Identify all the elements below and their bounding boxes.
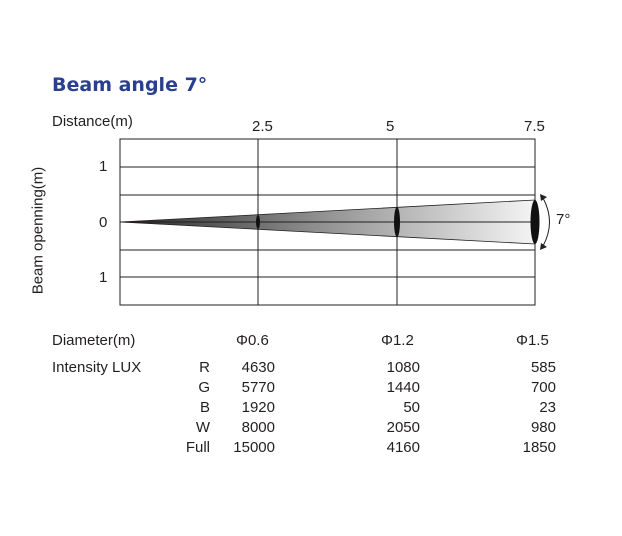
intensity-value: 980 (530, 419, 556, 436)
diameter-1: Φ0.6 (236, 332, 269, 349)
angle-arrow-bottom (540, 243, 547, 250)
distance-tick-3: 7.5 (524, 118, 545, 135)
intensity-value: 4160 (386, 439, 420, 456)
beam-tick-center: 0 (99, 214, 108, 231)
beam-section-2 (394, 207, 400, 237)
channel-label: R (199, 359, 210, 376)
channel-label: W (195, 419, 210, 436)
intensity-value: 1920 (241, 399, 275, 416)
distance-tick-2: 5 (386, 118, 395, 135)
channel-label: Full (185, 439, 210, 456)
intensity-value: 1080 (386, 359, 420, 376)
page-title: Beam angle 7° (52, 74, 208, 96)
intensity-value: 700 (530, 379, 556, 396)
distance-label: Distance(m) (52, 113, 133, 130)
diameter-label: Diameter(m) (52, 332, 136, 349)
diameter-2: Φ1.2 (381, 332, 414, 349)
intensity-value: 1440 (386, 379, 420, 396)
beam-section-3 (530, 200, 540, 244)
intensity-value: 23 (539, 399, 556, 416)
angle-arc (542, 197, 550, 247)
channel-label: B (199, 399, 210, 416)
intensity-value: 8000 (241, 419, 275, 436)
intensity-value: 5770 (241, 379, 275, 396)
intensity-value: 1850 (522, 439, 556, 456)
intensity-value: 15000 (233, 439, 275, 456)
channel-label: G (198, 379, 210, 396)
intensity-value: 50 (403, 399, 420, 416)
intensity-value: 585 (530, 359, 556, 376)
angle-label: 7° (556, 211, 571, 228)
beam-tick-bottom: 1 (99, 269, 108, 286)
beam-tick-top: 1 (99, 158, 108, 175)
diameter-3: Φ1.5 (516, 332, 549, 349)
intensity-value: 4630 (241, 359, 275, 376)
angle-arrow-top (540, 194, 547, 201)
distance-tick-1: 2.5 (252, 118, 273, 135)
intensity-label: Intensity LUX (52, 359, 142, 376)
beam-section-1 (256, 215, 260, 229)
intensity-value: 2050 (386, 419, 420, 436)
